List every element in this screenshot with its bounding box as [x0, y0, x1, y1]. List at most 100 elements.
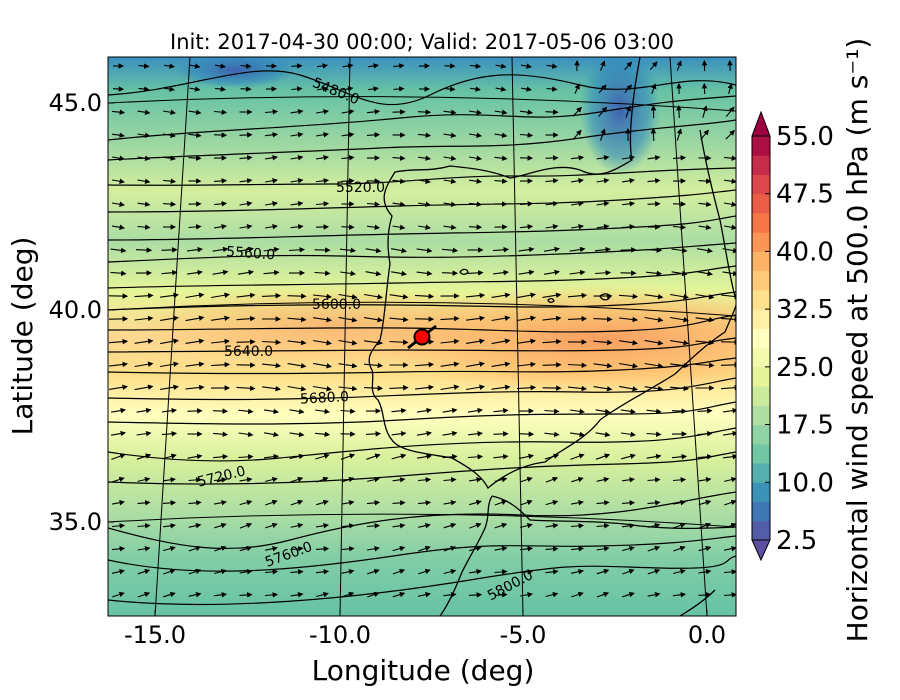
colorbar-label: Horizontal wind speed at 500.0 hPa (m s⁻… [841, 38, 874, 643]
y-tick-label: 45.0 [49, 89, 102, 117]
wind-vector-arrow [622, 178, 635, 184]
wind-vector-arrow [594, 270, 612, 276]
wind-vector-arrow [112, 591, 125, 598]
wind-vector-arrow [341, 523, 355, 529]
wind-vector-arrow [599, 128, 606, 141]
wind-vector-arrow [112, 178, 125, 184]
wind-vector-arrow [544, 453, 560, 460]
wind-vector-arrow [341, 591, 355, 598]
wind-vector-arrow [619, 316, 638, 323]
wind-vector-arrow [493, 431, 509, 437]
wind-vector-arrow [392, 500, 406, 506]
wind-vector-arrow [720, 384, 736, 391]
wind-vector-arrow [647, 201, 661, 207]
wind-vector-arrow [417, 430, 432, 437]
wind-vector-arrow [569, 246, 586, 253]
wind-vector-arrow [265, 224, 278, 230]
wind-vector-arrow [493, 453, 509, 460]
contour-label: 5680.0 [300, 389, 350, 408]
wind-vector-arrow [185, 338, 205, 345]
wind-vector-arrow [134, 384, 154, 391]
wind-vector-arrow [364, 293, 383, 300]
wind-vector-arrow [341, 476, 355, 483]
wind-vector-arrow [315, 178, 330, 184]
wind-vector-arrow [595, 431, 611, 438]
wind-vector-arrow [697, 270, 713, 277]
wind-vector-arrow [415, 384, 434, 391]
wind-vector-arrow [211, 338, 230, 345]
wind-vector-arrow [491, 361, 511, 368]
wind-vector-arrow [698, 569, 712, 575]
wind-vector-arrow [290, 178, 304, 184]
wind-vector-arrow [287, 293, 307, 299]
wind-vector-arrow [596, 500, 610, 506]
wind-vector-arrow [545, 178, 559, 184]
wind-vector-arrow [725, 129, 735, 140]
wind-vector-arrow [236, 315, 256, 322]
colorbar-band [752, 347, 770, 368]
wind-vector-arrow [440, 338, 460, 345]
wind-vector-arrow [290, 546, 304, 552]
wind-vector-arrow [596, 178, 610, 184]
wind-vector-arrow [112, 224, 125, 230]
wind-vector-arrow [724, 522, 736, 529]
wind-vector-arrow [313, 316, 332, 323]
wind-vector-arrow [698, 224, 712, 230]
wind-vector-arrow [134, 292, 154, 299]
wind-vector-arrow [494, 109, 508, 115]
wind-vector-arrow [521, 86, 532, 92]
wind-vector-arrow [467, 454, 484, 460]
colorbar-tick-label: 47.5 [776, 180, 834, 210]
wind-vector-arrow [138, 86, 150, 92]
wind-vector-arrow [647, 178, 661, 184]
wind-vector-arrow [137, 568, 151, 575]
colorbar-band [752, 212, 770, 233]
wind-vector-arrow [466, 361, 485, 368]
wind-vector-arrow [418, 568, 431, 575]
wind-vector-arrow [443, 132, 457, 138]
wind-vector-arrow [316, 591, 329, 598]
y-axis: 45.0 40.0 35.0 Latitude (deg) [6, 89, 114, 536]
map-plot-area: 5480.0 5520.0 5560.0 5600.0 5640.0 5680.… [108, 57, 736, 616]
wind-vector-arrow [519, 224, 534, 230]
wind-vector-arrow [545, 499, 559, 506]
wind-vector-arrow [647, 500, 661, 506]
wind-vector-arrow [695, 339, 715, 346]
x-tick-label: 0.0 [688, 621, 726, 649]
wind-vector-arrow [671, 270, 688, 277]
wind-vector-arrow [265, 155, 278, 161]
wind-vector-arrow [109, 361, 128, 368]
wind-vector-arrow [646, 408, 662, 415]
wind-vector-arrow [239, 545, 253, 552]
wind-vector-arrow [516, 384, 537, 391]
wind-vector-arrow [593, 385, 613, 392]
wind-vector-arrow [647, 568, 661, 575]
wind-vector-arrow [545, 224, 559, 230]
wind-vector-arrow [441, 247, 459, 254]
wind-vector-arrow [188, 500, 202, 506]
wind-vector-arrow [418, 545, 431, 552]
wind-vector-arrow [443, 201, 457, 207]
colorbar-tick-label: 10.0 [776, 468, 834, 498]
wind-vector-arrow [440, 361, 460, 368]
wind-vector-arrow [213, 592, 228, 598]
wind-vector-arrow [444, 86, 456, 92]
wind-vector-arrow [599, 60, 606, 71]
wind-vector-arrow [596, 568, 610, 575]
wind-vector-arrow [392, 545, 406, 552]
wind-vector-arrow [265, 522, 278, 529]
wind-vector-arrow [519, 201, 534, 207]
wind-vector-arrow [570, 431, 585, 438]
wind-vector-arrow [725, 106, 735, 118]
wind-vector-arrow [341, 155, 355, 161]
wind-vector-arrow [160, 361, 179, 368]
wind-vector-arrow [545, 155, 559, 161]
wind-vector-arrow [572, 106, 582, 117]
wind-vector-arrow [594, 246, 612, 253]
wind-vector-arrow [287, 362, 307, 369]
wind-vector-arrow [264, 431, 279, 438]
wind-vector-arrow [650, 127, 657, 142]
wind-vector-arrow [160, 315, 179, 322]
wind-vector-arrow [519, 546, 534, 552]
wind-vector-arrow [392, 568, 406, 575]
